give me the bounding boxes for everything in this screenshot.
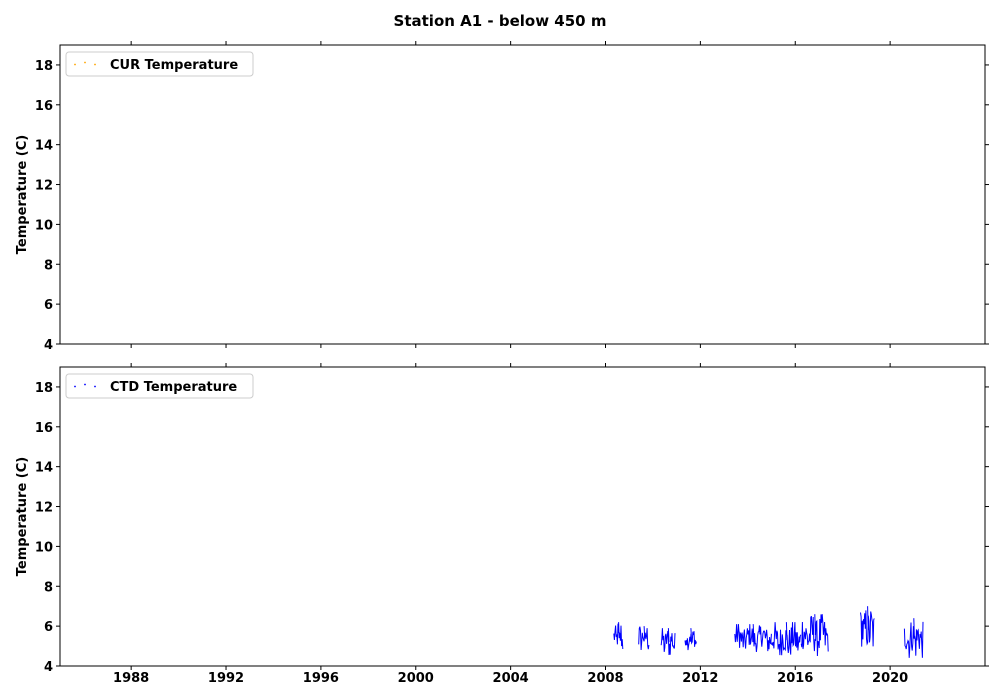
legend-box (65, 51, 254, 77)
y-tick-label: 10 (35, 540, 53, 555)
chart-panel-1: 4 6 8 10 12 14 16 18 Temperature (C) CUR Temperat… (15, 41, 989, 353)
data-segment (660, 628, 676, 656)
figure-title: Station A1 - below 450 m (394, 12, 607, 30)
legend-marker (84, 61, 86, 64)
data-segment (734, 624, 772, 653)
x-tick-label: 1996 (303, 671, 339, 686)
series-ctd-temperature (613, 606, 924, 658)
y-tick-label: 8 (44, 258, 53, 273)
y-tick-label: 16 (35, 99, 53, 114)
legend-marker (94, 385, 96, 388)
y-tick-label: 6 (44, 298, 53, 313)
x-tick-label: 2020 (872, 671, 908, 686)
legend: CUR Temperature (65, 51, 254, 77)
plot-frame (59, 366, 986, 667)
y-tick-label: 12 (35, 179, 53, 194)
x-tick-label: 2016 (777, 671, 813, 686)
y-tick-label: 14 (35, 461, 53, 476)
y-tick-label: 18 (35, 381, 53, 396)
y-tick-label: 10 (35, 218, 53, 233)
legend-marker (74, 63, 76, 66)
data-segment (771, 622, 802, 656)
data-segment (638, 626, 650, 651)
data-segment (860, 606, 875, 647)
x-tick-label: 2004 (493, 671, 529, 686)
legend-label: CTD Temperature (110, 380, 237, 395)
legend: CTD Temperature (65, 373, 254, 399)
y-axis-label: Temperature (C) (15, 135, 30, 254)
legend-marker (74, 385, 76, 388)
x-tick-label: 1992 (208, 671, 244, 686)
legend-label: CUR Temperature (110, 58, 238, 73)
y-tick-label: 18 (35, 59, 53, 74)
plot-frame (59, 44, 986, 345)
chart-panel-2: 4 6 8 10 12 14 16 18 1988 1992 1996 2000 2004 2008 201… (15, 363, 989, 686)
legend-box (65, 373, 254, 399)
legend-marker (94, 63, 96, 66)
x-tick-label: 2000 (398, 671, 434, 686)
y-axis-label: Temperature (C) (15, 457, 30, 576)
x-tick-label: 2008 (587, 671, 623, 686)
data-segment (613, 622, 624, 650)
legend-marker (84, 383, 86, 386)
y-tick-label: 4 (44, 660, 53, 675)
x-tick-label: 1988 (113, 671, 149, 686)
y-tick-label: 14 (35, 139, 53, 154)
y-tick-label: 8 (44, 580, 53, 595)
x-tick-label: 2012 (682, 671, 718, 686)
y-tick-label: 16 (35, 421, 53, 436)
data-segment (903, 618, 924, 658)
data-segment (684, 628, 697, 651)
data-segment (800, 614, 829, 657)
y-tick-label: 4 (44, 338, 53, 353)
y-tick-label: 12 (35, 501, 53, 516)
y-tick-label: 6 (44, 620, 53, 635)
